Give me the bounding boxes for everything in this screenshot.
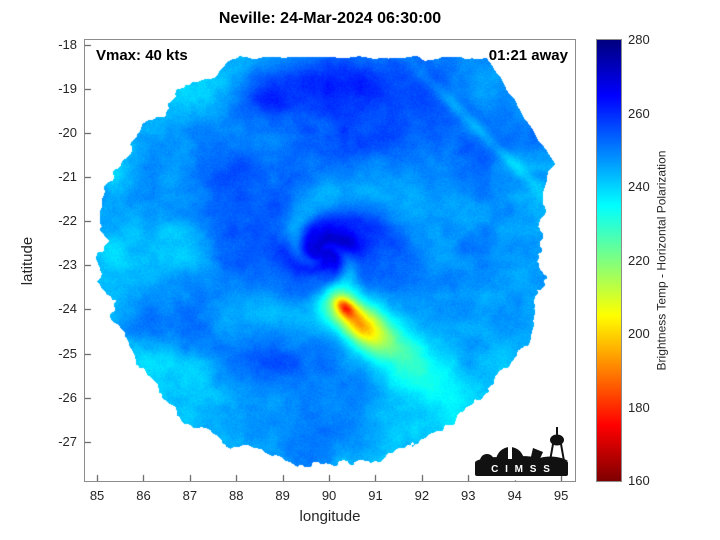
x-tick-label: 93 <box>461 488 476 503</box>
cimss-logo-text: C I M S S <box>491 464 552 475</box>
observatory-silhouette <box>476 427 568 462</box>
logo-water-tower-legs <box>549 427 565 462</box>
x-tick-label: 86 <box>136 488 151 503</box>
y-tick-label: -25 <box>58 345 77 361</box>
y-tick-label: -26 <box>58 389 77 405</box>
x-tick-label: 91 <box>368 488 383 503</box>
x-tick-label: 92 <box>414 488 430 503</box>
x-axis-label: longitude <box>299 508 361 525</box>
x-tick-label: 88 <box>229 488 244 503</box>
logo-dome-slit <box>508 446 512 459</box>
colorbar-tick-label: 220 <box>628 252 650 268</box>
logo-water-tower-tank <box>550 434 564 446</box>
colorbar-tick-label: 180 <box>628 399 650 415</box>
x-tick-label: 95 <box>553 488 569 503</box>
y-tick-label: -20 <box>58 125 77 141</box>
y-tick-label: -24 <box>58 301 77 317</box>
y-tick-label: -27 <box>58 433 77 449</box>
y-tick-label: -21 <box>58 169 77 185</box>
colorbar-tick-label: 280 <box>628 32 650 47</box>
y-tick-label: -18 <box>58 36 77 52</box>
logo-small-dome-icon <box>480 454 494 461</box>
y-tick-label: -22 <box>58 213 77 229</box>
eta-annotation: 01:21 away <box>488 47 568 64</box>
cimss-logo: C I M S S <box>468 411 575 481</box>
colorbar-tick-label: 240 <box>628 179 650 194</box>
y-tick-label: -23 <box>58 257 77 273</box>
y-tick-label: -19 <box>58 80 77 96</box>
cimss-logo-graphic: C I M S S <box>468 411 575 481</box>
logo-dish-icon <box>530 448 543 461</box>
x-tick-label: 94 <box>507 488 522 503</box>
figure-title: Neville: 24-Mar-2024 06:30:00 <box>218 10 442 27</box>
x-tick-label: 89 <box>275 488 290 503</box>
colorbar-tick-label: 260 <box>628 105 650 121</box>
colorbar-tick-label: 200 <box>628 326 650 341</box>
x-tick-label: 90 <box>321 488 337 503</box>
x-tick-label: 85 <box>89 488 105 503</box>
x-tick-label: 87 <box>182 488 198 503</box>
logo-banner <box>475 461 568 476</box>
colorbar-canvas <box>596 39 622 482</box>
vmax-annotation: Vmax: 40 kts <box>96 47 188 64</box>
colorbar-tick-label: 160 <box>628 473 650 488</box>
satellite-image-canvas <box>84 39 576 482</box>
